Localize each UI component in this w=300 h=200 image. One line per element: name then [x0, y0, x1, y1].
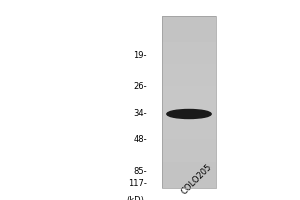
Text: 85-: 85- — [134, 168, 147, 176]
Text: 19-: 19- — [134, 51, 147, 60]
Text: 117-: 117- — [128, 180, 147, 188]
Text: 48-: 48- — [134, 136, 147, 144]
Bar — [162, 16, 216, 188]
Text: COLO205: COLO205 — [180, 162, 214, 196]
Text: 34-: 34- — [134, 110, 147, 118]
Ellipse shape — [167, 110, 211, 118]
Text: (kD): (kD) — [126, 196, 144, 200]
Text: 26-: 26- — [134, 82, 147, 90]
